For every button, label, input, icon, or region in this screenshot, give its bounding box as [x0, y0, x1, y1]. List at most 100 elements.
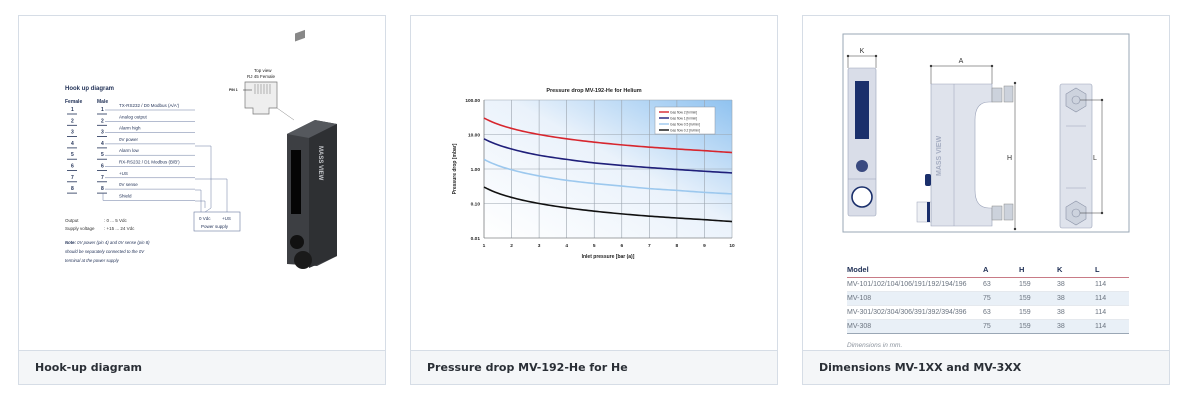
legend-entry: Gas flow 0.2 [ln/min]: [670, 128, 700, 132]
cell-k: 38: [1057, 291, 1095, 306]
dim-h-label: H: [1007, 155, 1012, 162]
signal-label: Analog output: [119, 114, 148, 119]
female-pin: 6: [71, 164, 74, 170]
cell-model: MV-301/302/304/306/391/392/394/396: [847, 305, 983, 320]
device-brand-text: MASS VIEW: [936, 136, 943, 176]
signal-label: RX-RS232 / D1 Modbus (B/B'): [119, 160, 180, 165]
female-pin: 2: [71, 118, 74, 124]
caption-dimensions[interactable]: Dimensions MV-1XX and MV-3XX: [803, 350, 1169, 384]
pin-list: 1 1 2 2 3 3 4 4 5 5 6 6 7 7 8 8: [67, 107, 107, 194]
x-tick-label: 9: [703, 243, 706, 249]
male-pin: 3: [101, 130, 104, 136]
cell-model: MV-101/102/104/106/191/192/194/196: [847, 277, 983, 292]
rj45-label: RJ 45 Female: [247, 74, 276, 79]
x-tick-label: 6: [620, 243, 623, 249]
cell-a: 75: [983, 291, 1019, 306]
caption-pressure-drop[interactable]: Pressure drop MV-192-He for He: [411, 350, 777, 384]
device-brand-text: MASS VIEW: [317, 146, 323, 181]
series-line: [483, 117, 733, 154]
x-tick-label: 7: [648, 243, 651, 249]
cell-l: 114: [1095, 291, 1129, 306]
female-pin: 3: [71, 130, 74, 136]
series-line: [483, 138, 733, 174]
signal-label: +US: [119, 171, 128, 176]
hookup-diagram-image[interactable]: Hook up diagram Female Male 1 1 2 2 3 3 4 4 5 5 6 6…: [19, 16, 385, 352]
legend-entry: Gas flow 2 [ln/min]: [670, 110, 697, 114]
cell-a: 75: [983, 319, 1019, 334]
col-a: A: [983, 262, 1019, 278]
col-model: Model: [847, 262, 983, 278]
x-axis-label: Inlet pressure [bar (a)]: [582, 254, 635, 260]
back-view: [1059, 83, 1093, 229]
signal-label: Alarm low: [119, 148, 140, 153]
male-pin: 4: [101, 141, 104, 147]
male-pin: 7: [101, 175, 104, 181]
female-pin: 7: [71, 175, 74, 181]
grid: [483, 99, 733, 239]
series-lines: [483, 117, 733, 223]
x-tick-label: 3: [538, 243, 541, 249]
x-axis: 1 2 3 4 5 6 7 8 9 10: [483, 243, 735, 249]
y-tick-label: 0.01: [471, 236, 481, 242]
dim-k-label: K: [860, 48, 865, 55]
col-l: L: [1095, 262, 1129, 278]
signal-label: 0V power: [119, 137, 139, 142]
male-pin: 5: [101, 152, 104, 158]
cell-h: 159: [1019, 305, 1057, 320]
power-supply-box: 0 Vdc +US Power supply: [193, 145, 241, 232]
male-pin: 6: [101, 164, 104, 170]
pressure-chart-image[interactable]: Pressure drop MV-192-He for Helium 100.0…: [411, 16, 777, 352]
female-label: Female: [65, 99, 82, 105]
gallery-card-dimensions[interactable]: K A: [802, 15, 1170, 385]
signal-label: TX-RS232 / D0 Modbus (A/A'): [119, 103, 180, 108]
cell-k: 38: [1057, 305, 1095, 320]
pin1-label: PIN 1: [229, 88, 238, 92]
legend-entry: Gas flow 1 [ln/min]: [670, 116, 697, 120]
female-pin: 4: [71, 141, 74, 147]
front-view: [847, 67, 877, 217]
cell-l: 114: [1095, 305, 1129, 320]
top-view-label: Top view: [254, 68, 272, 73]
legend-entry: Gas flow 0.5 [ln/min]: [670, 122, 700, 126]
hookup-diagram: Hook up diagram Female Male 1 1 2 2 3 3 4 4 5 5 6 6…: [65, 29, 337, 269]
x-tick-label: 4: [565, 243, 568, 249]
cell-l: 114: [1095, 277, 1129, 292]
legend: Gas flow 2 [ln/min] Gas flow 1 [ln/min] Ga…: [654, 106, 716, 135]
y-axis: 100.00 10.00 1.00 0.10 0.01: [465, 98, 480, 242]
female-pin: 1: [71, 107, 74, 113]
table-row: MV-108 75 159 38 114: [847, 291, 1129, 306]
dim-l-label: L: [1093, 155, 1097, 162]
dim-a-label: A: [959, 58, 964, 65]
x-tick-label: 2: [510, 243, 513, 249]
rj45-top-view: Top view RJ 45 Female PIN 1: [229, 68, 295, 121]
y-tick-label: 100.00: [465, 98, 480, 104]
hookup-title: Hook up diagram: [65, 86, 114, 92]
female-pin: 8: [71, 186, 74, 192]
shield-wire: [102, 193, 195, 201]
cell-h: 159: [1019, 277, 1057, 292]
gallery-card-pressure-drop[interactable]: Pressure drop MV-192-He for Helium 100.0…: [410, 15, 778, 385]
note-line-2: should be separately connected to the 0V: [65, 249, 145, 254]
ps-plus-label: +US: [222, 216, 231, 221]
x-tick-label: 8: [676, 243, 679, 249]
signal-label: Alarm high: [119, 126, 141, 131]
cell-h: 159: [1019, 291, 1057, 306]
table-row: MV-308 75 159 38 114: [847, 319, 1129, 334]
mass-view-device-image: MASS VIEW: [287, 29, 337, 269]
table-header-row: Model A H K L: [847, 262, 1129, 278]
cell-h: 159: [1019, 319, 1057, 334]
female-pin: 5: [71, 152, 74, 158]
male-pin: 8: [101, 186, 104, 192]
table-row: MV-301/302/304/306/391/392/394/396 63 15…: [847, 305, 1129, 320]
dimensions-image[interactable]: K A: [803, 16, 1169, 352]
series-line: [483, 158, 733, 195]
ps-zero-label: 0 Vdc: [199, 216, 211, 221]
cell-model: MV-308: [847, 319, 983, 334]
cell-l: 114: [1095, 319, 1129, 334]
y-tick-label: 1.00: [471, 167, 481, 173]
dimensions-table: Model A H K L MV-101/102/104/106/191/192…: [847, 262, 1129, 334]
caption-hookup[interactable]: Hook-up diagram: [19, 350, 385, 384]
gallery-card-hookup[interactable]: Hook up diagram Female Male 1 1 2 2 3 3 4 4 5 5 6 6…: [18, 15, 386, 385]
col-k: K: [1057, 262, 1095, 278]
cell-k: 38: [1057, 319, 1095, 334]
